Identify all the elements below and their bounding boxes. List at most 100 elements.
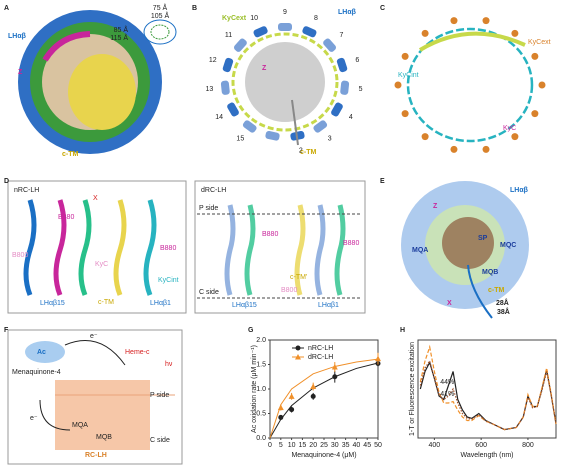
label: e⁻ (90, 333, 98, 340)
legend-label: dRC-LH (308, 354, 333, 361)
label: X (447, 300, 452, 307)
label: LHαβ (8, 33, 27, 40)
label: c-TM' (290, 274, 307, 281)
label: LHαβ15 (232, 302, 257, 309)
label: c-TM (62, 151, 79, 158)
label: KyCext (222, 15, 247, 22)
x-tick-label: 0 (268, 442, 272, 449)
label: nRC-LH (14, 187, 39, 194)
label: hν (165, 361, 173, 368)
label: B880 (58, 214, 74, 221)
core-yellow (68, 54, 136, 130)
point (310, 393, 316, 399)
x-tick-label: 20 (309, 442, 317, 449)
label: c-TM (300, 149, 317, 156)
label: MQA (72, 422, 88, 429)
label: dRC-LH (201, 187, 226, 194)
c-tm-arrow (291, 99, 299, 146)
point (332, 374, 338, 380)
kyc-ext (450, 145, 458, 153)
label: RC-LH (85, 452, 107, 459)
label: B880 (343, 240, 359, 247)
label: KyC (95, 261, 108, 268)
y-tick-label: 0.5 (256, 410, 266, 417)
panel-label: H (400, 327, 405, 334)
x-tick-label: 10 (288, 442, 296, 449)
legend-label: nRC-LH (308, 345, 333, 352)
helix (143, 199, 157, 296)
e-rc (442, 217, 494, 269)
x-tick-label: 800 (522, 442, 534, 449)
y-tick-label: 1.0 (256, 386, 266, 393)
panel-label: F (4, 327, 9, 334)
x-tick-label: 25 (320, 442, 328, 449)
label: LHαβ (338, 9, 357, 16)
e-flow2 (39, 399, 71, 431)
label: 115 Å (110, 33, 128, 42)
label: P side (199, 205, 218, 212)
kyc-ext (482, 17, 490, 25)
d-left-frame (7, 180, 187, 314)
helix (113, 199, 127, 296)
x-tick-label: 400 (429, 442, 441, 449)
kyc-ext (511, 133, 519, 141)
plot-frame (417, 339, 557, 439)
label: B800 (12, 252, 28, 259)
label: C side (150, 437, 170, 444)
label: KyCint (398, 72, 419, 79)
panel-label: B (192, 5, 197, 12)
x-tick-label: 30 (331, 442, 339, 449)
label: 28Å (496, 298, 509, 307)
label: B880 (262, 231, 278, 238)
kyc-int-ring (406, 27, 534, 143)
lh-subunit (227, 102, 239, 117)
helix (53, 199, 67, 296)
legend-marker (295, 345, 301, 351)
helix (224, 204, 236, 296)
x-axis-label: Wavelength (nm) (460, 452, 513, 459)
x-tick-label: 600 (475, 442, 487, 449)
label: C side (199, 289, 219, 296)
kyc-ext (421, 133, 429, 141)
point (331, 363, 338, 370)
label: Z (18, 69, 23, 76)
label: 105 Å (151, 11, 170, 20)
x-tick-label: 40 (353, 442, 361, 449)
x-tick-label: 15 (299, 442, 307, 449)
helix (23, 199, 37, 296)
kyc-ext (401, 110, 409, 118)
label: e⁻ (30, 415, 38, 422)
center-rc (245, 42, 325, 122)
label: Menaquinone-4 (12, 369, 61, 376)
subunit-number: 8 (314, 15, 318, 22)
subunit-number: 2 (299, 147, 303, 154)
label: 85 Å (114, 25, 129, 34)
point (289, 407, 295, 413)
label: Heme-c (125, 349, 150, 356)
kyc-ext (538, 81, 546, 89)
legend-marker (295, 354, 301, 360)
ring-icon-inner (150, 24, 170, 40)
kyc-ext (421, 29, 429, 37)
label: KyCint (158, 277, 179, 284)
point (288, 393, 295, 399)
kyc-ext (531, 110, 539, 118)
rc-lh-body (55, 380, 150, 450)
annotation: 44% (440, 379, 454, 386)
subunit-number: 15 (236, 135, 244, 142)
y-tick-label: 0.0 (256, 435, 266, 442)
lh-subunit (331, 102, 343, 117)
kyc-ext (394, 81, 402, 89)
subunit-number: 3 (328, 135, 332, 142)
subunit-number: 7 (340, 32, 344, 39)
fit-line (269, 358, 379, 439)
label: LHαβ1 (318, 302, 339, 309)
label: c-TM (488, 287, 505, 294)
subunit-number: 5 (359, 86, 363, 93)
f-frame (7, 329, 183, 465)
x-tick-label: 45 (363, 442, 371, 449)
label: LHαβ1 (150, 300, 171, 307)
point (277, 404, 284, 411)
kyc-ext (511, 29, 519, 37)
